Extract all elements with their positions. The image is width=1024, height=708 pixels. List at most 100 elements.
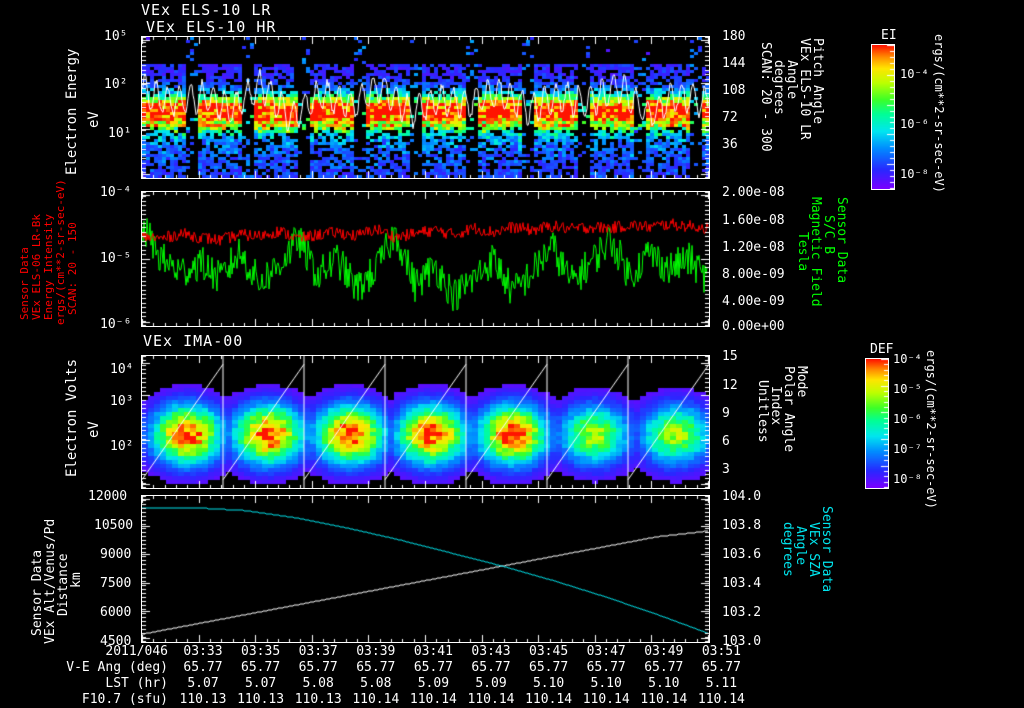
- colorbar1-tick-2: 10⁻⁸: [900, 167, 929, 181]
- panel2-right-axis-label-1: S/C B: [821, 215, 836, 255]
- footer-cell: 5.07: [187, 676, 219, 691]
- panel1-rtick-144: 144: [722, 56, 746, 71]
- panel1-left-axis-unit: eV: [86, 111, 102, 128]
- footer-row-label: V-E Ang (deg): [66, 660, 168, 675]
- footer-cell: 110.14: [697, 692, 745, 707]
- footer-cell: 65.77: [183, 660, 223, 675]
- els-spectrogram-canvas: [142, 37, 709, 178]
- panel4-right-axis-label-0: Sensor Data: [819, 506, 834, 593]
- footer-row-label: LST (hr): [105, 676, 168, 691]
- panel4-ytick-3: 7500: [100, 576, 132, 591]
- panel4-ytick-5: 4500: [100, 634, 132, 649]
- panel1-rtick-36: 36: [722, 137, 738, 152]
- footer-cell: 110.13: [179, 692, 227, 707]
- panel3-ytick-2: 10²: [110, 439, 134, 454]
- panel2-rtick-1: 1.60e-08: [722, 213, 785, 228]
- panel1-ytick-1000: 10⁵: [104, 29, 128, 44]
- panel3-rtick-12: 12: [722, 378, 738, 393]
- footer-cell: 03:43: [471, 644, 511, 659]
- panel2-rtick-4: 4.00e-09: [722, 294, 785, 309]
- footer-cell: 03:47: [586, 644, 626, 659]
- footer-row-label: 2011/046: [105, 644, 168, 659]
- panel2-rtick-0: 2.00e-08: [722, 185, 785, 200]
- footer-cell: 110.13: [294, 692, 342, 707]
- panel2-ytick-2: 10⁻⁶: [100, 317, 132, 332]
- panel3-right-axis-label-3: Unitless: [755, 380, 770, 443]
- colorbar1-label: ergs/(cm**2-sr-sec-eV): [932, 34, 946, 193]
- footer-cell: 65.77: [241, 660, 281, 675]
- footer-cell: 03:51: [701, 644, 741, 659]
- colorbar1-title: EI: [881, 28, 897, 43]
- panel-alt-sza[interactable]: [141, 495, 710, 643]
- ima-spectrogram-canvas: [142, 356, 709, 488]
- colorbar2-title: DEF: [870, 342, 894, 357]
- colorbar2-tick-3: 10⁻⁷: [893, 442, 922, 456]
- panel4-rtick-0: 104.0: [722, 489, 762, 504]
- footer-cell: 5.07: [244, 676, 277, 691]
- footer-cell: 65.77: [644, 660, 684, 675]
- panel3-rtick-15: 15: [722, 349, 738, 364]
- footer-cell: 110.14: [467, 692, 515, 707]
- footer-cell: 65.77: [471, 660, 511, 675]
- panel4-rtick-1: 103.8: [722, 518, 762, 533]
- footer-cell: 110.14: [525, 692, 573, 707]
- ei-magfield-canvas: [142, 192, 709, 326]
- footer-cell: 65.77: [701, 660, 741, 675]
- footer-cell: 65.77: [298, 660, 338, 675]
- footer-row-label: F10.7 (sfu): [81, 692, 168, 707]
- footer-time-table: 2011/046 V-E Ang (deg) LST (hr) F10.7 (sfu)…: [0, 644, 1024, 708]
- panel1-title-lr: VEx ELS-10 LR: [141, 1, 272, 19]
- panel2-right-axis-label-2: Magnetic Field: [808, 197, 823, 307]
- panel3-ytick-4: 10⁴: [110, 362, 134, 377]
- panel2-rtick-3: 8.00e-09: [722, 267, 785, 282]
- footer-cell: 110.14: [582, 692, 630, 707]
- panel2-right-axis-label-3: Tesla: [795, 232, 810, 272]
- panel4-ytick-2: 9000: [100, 547, 132, 562]
- panel1-ytick-100: 10²: [104, 77, 128, 92]
- footer-cell: 110.13: [237, 692, 285, 707]
- panel3-ytick-3: 10³: [110, 394, 134, 409]
- alt-sza-canvas: [142, 496, 709, 642]
- footer-cell: 03:41: [413, 644, 453, 659]
- panel3-left-axis-unit: eV: [86, 421, 102, 438]
- panel4-rtick-3: 103.4: [722, 576, 762, 591]
- footer-cell: 65.77: [586, 660, 626, 675]
- footer-cell: 03:49: [644, 644, 684, 659]
- panel2-ytick-1: 10⁻⁵: [100, 251, 132, 266]
- footer-cell: 5.09: [475, 676, 507, 691]
- panel1-ytick-10: 10¹: [108, 126, 132, 141]
- footer-cell: 03:37: [298, 644, 338, 659]
- panel1-rtick-180: 180: [722, 29, 746, 44]
- colorbar-def: [865, 358, 889, 489]
- panel4-ytick-0: 12000: [88, 489, 128, 504]
- colorbar1-tick-0: 10⁻⁴: [900, 67, 929, 81]
- panel1-rtick-108: 108: [722, 83, 746, 98]
- panel1-rtick-72: 72: [722, 110, 738, 125]
- footer-cell: 5.10: [532, 676, 565, 691]
- panel3-rtick-9: 9: [722, 406, 730, 421]
- panel-ima-spectrogram[interactable]: [141, 355, 710, 489]
- footer-cell: 5.10: [648, 676, 680, 691]
- footer-cell: 110.14: [352, 692, 400, 707]
- panel4-ytick-4: 6000: [100, 605, 132, 620]
- footer-cell: 5.10: [590, 676, 622, 691]
- footer-cell: 03:39: [356, 644, 396, 659]
- colorbar2-tick-2: 10⁻⁶: [893, 412, 922, 426]
- panel4-left-axis-label-3: km: [69, 572, 84, 588]
- panel4-rtick-2: 103.6: [722, 547, 762, 562]
- footer-cell: 5.11: [705, 676, 738, 691]
- footer-cell: 5.08: [360, 676, 392, 691]
- panel1-right-axis-label-3: degrees: [771, 60, 786, 115]
- footer-cell: 110.14: [640, 692, 688, 707]
- panel-els-spectrogram[interactable]: [141, 36, 710, 179]
- footer-cell: 65.77: [529, 660, 569, 675]
- footer-cell: 03:35: [241, 644, 281, 659]
- footer-cell: 03:33: [183, 644, 223, 659]
- panel3-rtick-6: 6: [722, 434, 730, 449]
- panel2-ytick-0: 10⁻⁴: [100, 185, 132, 200]
- colorbar2-label: ergs/(cm**2-sr-sec-eV): [924, 350, 938, 509]
- panel4-rtick-4: 103.2: [722, 605, 762, 620]
- footer-cell: 03:45: [529, 644, 569, 659]
- colorbar1-tick-1: 10⁻⁶: [900, 117, 929, 131]
- panel-ei-magfield[interactable]: [141, 191, 710, 327]
